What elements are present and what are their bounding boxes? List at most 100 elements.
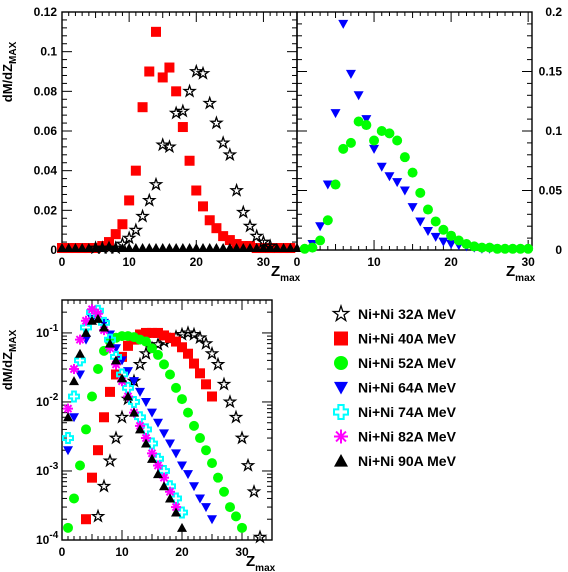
- data-point: [155, 137, 171, 152]
- data-point: [159, 481, 169, 491]
- data-point: [177, 342, 187, 353]
- data-point: [184, 243, 195, 253]
- data-point: [165, 369, 175, 380]
- data-point: [285, 243, 296, 253]
- data-point: [237, 522, 247, 533]
- legend-label: Ni+Ni 40A MeV: [358, 331, 457, 347]
- data-point: [183, 348, 193, 359]
- data-point: [446, 240, 457, 250]
- data-point: [338, 19, 349, 29]
- data-point: [207, 391, 217, 402]
- data-point: [252, 529, 268, 544]
- data-point: [141, 192, 157, 207]
- data-point: [201, 379, 211, 390]
- x-tick-label: 10: [122, 255, 136, 269]
- legend-label: Ni+Ni 52A MeV: [358, 355, 457, 371]
- data-point: [153, 349, 163, 360]
- data-point: [224, 235, 235, 246]
- data-point: [182, 83, 197, 98]
- data-point: [345, 137, 356, 148]
- data-point: [137, 243, 148, 253]
- data-point: [500, 243, 511, 254]
- data-point: [430, 216, 441, 227]
- data-point: [204, 243, 215, 253]
- y-tick-label: 0.12: [34, 5, 58, 19]
- data-point: [216, 376, 232, 391]
- data-point: [476, 242, 487, 253]
- data-point: [165, 493, 175, 503]
- data-point: [137, 102, 148, 113]
- data-point: [159, 359, 169, 370]
- data-points: [299, 19, 534, 254]
- data-point: [189, 482, 199, 492]
- data-point: [96, 478, 112, 493]
- data-point: [165, 332, 175, 343]
- data-point: [124, 243, 135, 253]
- data-point: [278, 243, 289, 253]
- data-point: [392, 178, 403, 188]
- data-point: [141, 336, 151, 347]
- data-point: [148, 176, 164, 191]
- x-tick-label: 20: [175, 545, 189, 559]
- data-point: [87, 304, 97, 315]
- data-point: [123, 340, 133, 351]
- data-point: [111, 355, 121, 365]
- data-point: [177, 461, 187, 471]
- legend-label: Ni+Ni 90A MeV: [358, 453, 457, 469]
- data-point: [69, 493, 79, 504]
- data-point: [62, 432, 74, 445]
- data-point: [515, 243, 526, 254]
- data-point: [151, 26, 161, 37]
- x-axis-label: Zmax: [271, 263, 301, 284]
- series-square: [57, 26, 296, 254]
- y-tick-label: 0: [50, 243, 57, 257]
- data-point: [171, 336, 181, 347]
- data-point: [330, 179, 341, 190]
- data-point: [153, 418, 163, 428]
- plot-frame: [296, 11, 533, 251]
- data-point: [171, 449, 181, 459]
- data-point: [177, 394, 187, 405]
- data-point: [151, 243, 161, 253]
- data-point: [399, 186, 410, 196]
- x-tick-label: 10: [367, 255, 381, 269]
- data-point: [183, 407, 193, 418]
- data-point: [246, 483, 262, 499]
- x-tick-label: 10: [115, 545, 129, 559]
- x-tick-label: 0: [294, 255, 301, 269]
- data-point: [77, 243, 88, 253]
- data-point: [207, 515, 217, 525]
- data-point: [121, 230, 137, 245]
- data-point: [238, 243, 249, 253]
- data-point: [99, 322, 109, 332]
- data-point: [135, 208, 150, 223]
- legend-entry: Ni+Ni 64A MeV: [334, 380, 457, 396]
- data-point: [392, 135, 403, 146]
- data-point: [219, 486, 229, 497]
- data-point: [438, 237, 449, 247]
- legend-marker: [333, 404, 349, 420]
- data-point: [438, 224, 449, 235]
- data-point: [361, 115, 372, 125]
- data-points: [57, 26, 302, 254]
- data-point: [128, 222, 144, 237]
- y-tick-label: 0.2: [545, 5, 562, 19]
- data-point: [192, 330, 208, 345]
- data-point: [235, 204, 251, 219]
- data-point: [110, 243, 121, 253]
- data-point: [81, 327, 91, 337]
- data-point: [69, 376, 79, 386]
- data-point: [195, 65, 211, 80]
- data-point: [222, 394, 238, 409]
- data-point: [171, 507, 181, 517]
- data-point: [330, 109, 341, 119]
- data-point: [69, 364, 79, 375]
- data-point: [422, 204, 433, 215]
- x-tick-label: 0: [59, 255, 66, 269]
- data-point: [315, 235, 326, 246]
- data-point: [186, 326, 202, 341]
- data-point: [132, 356, 148, 371]
- legend-marker: [334, 454, 348, 467]
- data-point: [141, 438, 151, 448]
- data-point: [135, 424, 145, 434]
